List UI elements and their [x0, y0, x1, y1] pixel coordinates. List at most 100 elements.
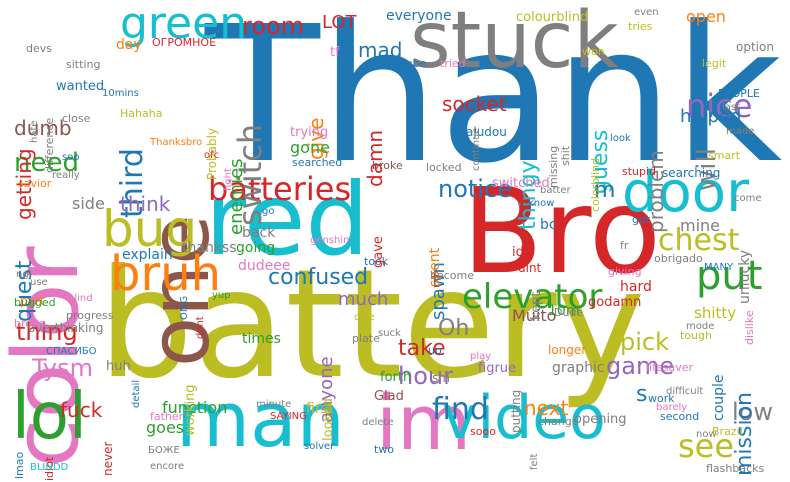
- cloud-word: forth: [380, 370, 412, 385]
- cloud-word: bc: [540, 217, 557, 233]
- cloud-word: kept: [529, 291, 544, 320]
- cloud-word: mad: [358, 38, 403, 62]
- cloud-word: SAYING: [270, 411, 307, 422]
- cloud-word: MANY: [704, 262, 734, 273]
- cloud-word: Muito: [512, 306, 557, 325]
- cloud-word: stupid: [622, 165, 657, 178]
- cloud-word: chest: [658, 223, 740, 258]
- cloud-word: Thanksbro: [150, 137, 203, 148]
- cloud-word: mine: [680, 216, 721, 235]
- cloud-word: door: [622, 160, 750, 225]
- cloud-word: got: [632, 213, 651, 226]
- cloud-word: notice: [438, 175, 512, 203]
- cloud-word: goes: [146, 418, 185, 437]
- cloud-word: everyone: [386, 8, 452, 24]
- cloud-word: yup: [212, 290, 231, 301]
- cloud-word: dumb: [14, 116, 72, 140]
- cloud-word: bruh: [110, 246, 222, 302]
- cloud-word: Tysm: [32, 354, 94, 382]
- cloud-word: wanted: [56, 79, 105, 94]
- cloud-word: СПАСИБО: [46, 346, 97, 357]
- cloud-word: bug: [102, 200, 198, 258]
- cloud-word: flashbacks: [706, 462, 765, 475]
- cloud-word: genshin: [310, 235, 350, 246]
- cloud-word: trying: [290, 125, 329, 140]
- cloud-word: OMG: [179, 295, 190, 320]
- cloud-word: felt: [529, 453, 540, 470]
- cloud-word: pick: [620, 328, 669, 356]
- cloud-word: much: [338, 289, 389, 310]
- cloud-word: game: [606, 352, 675, 380]
- cloud-word: come: [734, 193, 762, 204]
- cloud-word: detail: [131, 379, 142, 408]
- cloud-word: go: [262, 206, 275, 217]
- cloud-word: dint: [518, 261, 542, 275]
- cloud-word: option: [736, 40, 774, 54]
- cloud-word: dislike: [743, 310, 756, 345]
- cloud-word: uo: [428, 344, 442, 357]
- cloud-word: thingy: [516, 160, 541, 230]
- cloud-word: need: [14, 148, 79, 178]
- cloud-word: Glad: [374, 389, 404, 404]
- cloud-word: shitty: [694, 304, 737, 322]
- cloud-word: Oh: [438, 316, 470, 341]
- cloud-word: tf: [330, 45, 340, 60]
- cloud-word: part: [20, 294, 45, 308]
- cloud-word: fr: [620, 239, 629, 252]
- cloud-word: gone: [290, 138, 330, 157]
- cloud-word: looked: [321, 398, 336, 441]
- cloud-word: look: [610, 133, 631, 144]
- cloud-word: broke: [372, 159, 403, 172]
- cloud-word: switched: [492, 176, 550, 191]
- cloud-word: Dude: [554, 306, 584, 319]
- cloud-word: Brazil: [712, 425, 743, 438]
- cloud-word: legit: [702, 57, 727, 70]
- cloud-word: fuck: [60, 398, 103, 422]
- cloud-word: progress: [66, 309, 114, 322]
- cloud-word: suck: [378, 328, 401, 339]
- cloud-word: thing: [16, 318, 78, 346]
- cloud-word: think: [120, 192, 171, 216]
- cloud-word: ajudou: [466, 125, 507, 139]
- cloud-word: gave: [371, 236, 386, 268]
- cloud-word: putting: [509, 389, 523, 433]
- cloud-word: BLINDD: [30, 462, 69, 473]
- cloud-word: elevator: [462, 277, 603, 317]
- cloud-word: play: [470, 351, 492, 362]
- cloud-word: Thank: [205, 0, 783, 205]
- cloud-word: mode: [686, 321, 715, 332]
- cloud-word: change: [538, 415, 579, 428]
- cloud-word: longer: [548, 343, 587, 357]
- cloud-word: function: [162, 398, 228, 417]
- cloud-word: brooo: [14, 317, 46, 330]
- cloud-word: sooo: [470, 425, 496, 438]
- cloud-word: solver: [304, 441, 335, 452]
- cloud-word: know: [528, 198, 555, 209]
- cloud-word: clue: [354, 312, 375, 323]
- cloud-word: red: [205, 161, 369, 278]
- cloud-word: PEOPLE: [718, 87, 760, 100]
- cloud-word: next: [524, 396, 569, 420]
- cloud-word: battery: [98, 238, 646, 412]
- cloud-word: locked: [426, 161, 462, 174]
- cloud-word: green: [120, 0, 248, 49]
- cloud-word: made: [726, 126, 755, 137]
- cloud-word: unlucky: [737, 249, 753, 304]
- cloud-word: dont: [195, 316, 206, 339]
- cloud-word: dudeee: [238, 258, 291, 274]
- cloud-word: 10mins: [102, 88, 139, 99]
- cloud-word: see: [678, 427, 735, 465]
- cloud-word: socket: [442, 92, 507, 116]
- cloud-word: side: [72, 194, 105, 213]
- cloud-word: put: [696, 253, 763, 299]
- cloud-word: godamn: [588, 295, 642, 310]
- cloud-word: tried: [440, 57, 466, 70]
- cloud-word: figrue: [478, 361, 517, 376]
- cloud-word: fight: [223, 168, 234, 191]
- cloud-word: back: [242, 225, 276, 241]
- cloud-word: lol: [12, 380, 87, 454]
- cloud-word: low: [732, 398, 773, 426]
- cloud-word: hour: [398, 362, 453, 390]
- cloud-word: difficult: [666, 386, 704, 397]
